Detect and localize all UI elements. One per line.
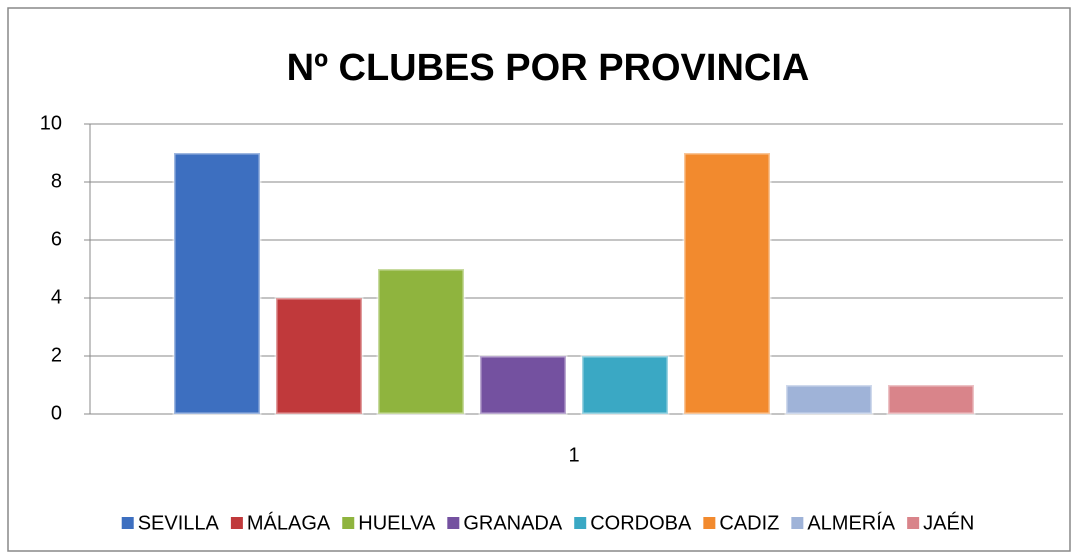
y-tick-label: 2	[51, 344, 62, 366]
legend-label: HUELVA	[358, 512, 436, 534]
bar	[682, 151, 772, 416]
legend-label: JAÉN	[923, 511, 974, 534]
legend-swatch	[230, 517, 243, 529]
y-tick-label: 10	[40, 112, 62, 134]
bar	[274, 296, 364, 416]
legend-label: ALMERÍA	[807, 511, 895, 534]
bar	[886, 383, 976, 416]
legend-swatch	[703, 517, 716, 529]
legend-swatch	[907, 517, 920, 529]
legend-label: CORDOBA	[590, 512, 692, 534]
x-tick-label: 1	[568, 444, 579, 466]
legend-swatch	[342, 517, 355, 529]
y-tick-label: 0	[51, 402, 62, 424]
legend-swatch	[121, 517, 134, 529]
legend-label: SEVILLA	[138, 512, 220, 534]
bar	[580, 354, 670, 416]
chart-title: Nº CLUBES POR PROVINCIA	[287, 47, 810, 89]
y-tick-label: 4	[51, 286, 62, 308]
legend-label: MÁLAGA	[247, 511, 331, 534]
legend-label: CADIZ	[719, 512, 779, 534]
y-tick-label: 8	[51, 170, 62, 192]
bar	[376, 267, 466, 416]
legend-label: GRANADA	[463, 512, 563, 534]
legend-swatch	[574, 517, 587, 529]
legend-swatch	[447, 517, 460, 529]
bar	[172, 151, 262, 416]
legend-swatch	[791, 517, 804, 529]
bar	[478, 354, 568, 416]
y-tick-label: 6	[51, 228, 62, 250]
chart-frame	[7, 7, 1071, 552]
bar	[784, 383, 874, 416]
